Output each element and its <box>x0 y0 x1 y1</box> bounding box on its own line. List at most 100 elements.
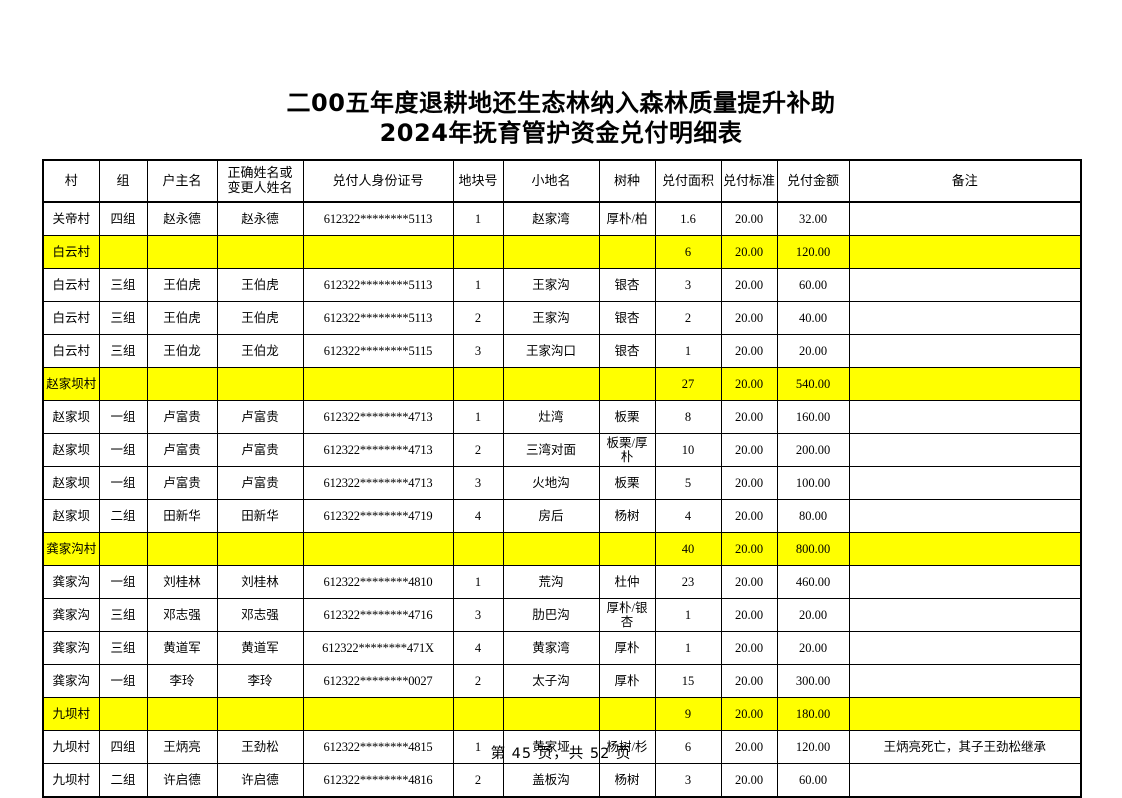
cell-standard: 20.00 <box>720 466 778 500</box>
cell-group: 一组 <box>98 565 148 599</box>
cell-village: 九坝村 <box>42 730 100 764</box>
table-subtotal-row: 白云村 6 20.00 120.00 <box>42 235 1082 269</box>
cell-standard: 20.00 <box>720 763 778 798</box>
cell-area: 1.6 <box>654 201 722 236</box>
cell-amount: 32.00 <box>776 201 850 236</box>
cell-amount: 20.00 <box>776 598 850 632</box>
cell-id-number: 612322********4810 <box>302 565 454 599</box>
cell-area: 3 <box>654 763 722 798</box>
cell-id-number <box>302 235 454 269</box>
cell-owner <box>146 367 218 401</box>
cell-plot-no: 3 <box>452 334 504 368</box>
header-area: 兑付面积 <box>654 159 722 203</box>
cell-village: 龚家沟 <box>42 598 100 632</box>
cell-standard: 20.00 <box>720 631 778 665</box>
cell-standard: 20.00 <box>720 235 778 269</box>
cell-id-number: 612322********471X <box>302 631 454 665</box>
cell-owner <box>146 532 218 566</box>
header-amount: 兑付金额 <box>776 159 850 203</box>
cell-owner: 王伯虎 <box>146 268 218 302</box>
cell-standard: 20.00 <box>720 664 778 698</box>
cell-id-number <box>302 532 454 566</box>
cell-standard: 20.00 <box>720 499 778 533</box>
cell-owner: 赵永德 <box>146 201 218 236</box>
cell-id-number <box>302 697 454 731</box>
cell-plot-no <box>452 367 504 401</box>
cell-id-number: 612322********4713 <box>302 400 454 434</box>
table-body: 关帝村 四组 赵永德 赵永德 612322********5113 1 赵家湾 厚朴/柏 1.6… <box>42 201 1082 798</box>
cell-remark <box>848 565 1082 599</box>
cell-area: 2 <box>654 301 722 335</box>
cell-tree-species: 厚朴 <box>598 664 656 698</box>
cell-plot-no <box>452 532 504 566</box>
cell-village: 九坝村 <box>42 763 100 798</box>
cell-id-number <box>302 367 454 401</box>
cell-area: 40 <box>654 532 722 566</box>
cell-tree-species: 板栗 <box>598 466 656 500</box>
table-row: 赵家坝 一组 卢富贵 卢富贵 612322********4713 3 火地沟 板栗 5 20.0… <box>42 466 1082 500</box>
table-row: 关帝村 四组 赵永德 赵永德 612322********5113 1 赵家湾 厚朴/柏 1.6… <box>42 201 1082 236</box>
table-row: 白云村 三组 王伯虎 王伯虎 612322********5113 2 王家沟 银杏 2 20.0… <box>42 301 1082 335</box>
cell-area: 3 <box>654 268 722 302</box>
cell-place-name: 王家沟 <box>502 268 600 302</box>
cell-plot-no: 3 <box>452 466 504 500</box>
cell-standard: 20.00 <box>720 730 778 764</box>
cell-remark <box>848 201 1082 236</box>
cell-plot-no: 2 <box>452 301 504 335</box>
cell-correct-name: 李玲 <box>216 664 304 698</box>
cell-group: 一组 <box>98 466 148 500</box>
cell-plot-no: 4 <box>452 631 504 665</box>
cell-owner: 卢富贵 <box>146 433 218 467</box>
cell-village: 赵家坝 <box>42 466 100 500</box>
table-row: 龚家沟 一组 李玲 李玲 612322********0027 2 太子沟 厚朴 15 20.00… <box>42 664 1082 698</box>
cell-amount: 160.00 <box>776 400 850 434</box>
cell-amount: 20.00 <box>776 631 850 665</box>
cell-place-name: 房后 <box>502 499 600 533</box>
cell-village: 赵家坝 <box>42 433 100 467</box>
cell-village: 白云村 <box>42 268 100 302</box>
cell-place-name <box>502 367 600 401</box>
cell-tree-species <box>598 532 656 566</box>
cell-amount: 180.00 <box>776 697 850 731</box>
cell-amount: 80.00 <box>776 499 850 533</box>
cell-remark <box>848 763 1082 798</box>
cell-correct-name <box>216 367 304 401</box>
cell-remark <box>848 466 1082 500</box>
cell-owner: 卢富贵 <box>146 400 218 434</box>
cell-correct-name: 黄道军 <box>216 631 304 665</box>
cell-owner <box>146 235 218 269</box>
cell-area: 8 <box>654 400 722 434</box>
cell-amount: 120.00 <box>776 235 850 269</box>
cell-correct-name <box>216 235 304 269</box>
cell-area: 27 <box>654 367 722 401</box>
header-correct-name: 正确姓名或 变更人姓名 <box>216 159 304 203</box>
cell-place-name: 王家沟 <box>502 301 600 335</box>
cell-standard: 20.00 <box>720 697 778 731</box>
cell-village: 赵家坝村 <box>42 367 100 401</box>
cell-amount: 60.00 <box>776 763 850 798</box>
cell-standard: 20.00 <box>720 598 778 632</box>
cell-area: 1 <box>654 598 722 632</box>
cell-plot-no: 1 <box>452 565 504 599</box>
cell-group: 一组 <box>98 433 148 467</box>
cell-village: 九坝村 <box>42 697 100 731</box>
document-title: 二00五年度退耕地还生态林纳入森林质量提升补助 2024年抚育管护资金兑付明细表 <box>0 0 1122 148</box>
cell-village: 赵家坝 <box>42 499 100 533</box>
cell-village: 白云村 <box>42 235 100 269</box>
cell-group: 二组 <box>98 763 148 798</box>
cell-id-number: 612322********5115 <box>302 334 454 368</box>
table-row: 龚家沟 三组 邓志强 邓志强 612322********4716 3 肋巴沟 厚朴/银杏 1 2… <box>42 598 1082 632</box>
header-standard: 兑付标准 <box>720 159 778 203</box>
cell-amount: 20.00 <box>776 334 850 368</box>
cell-id-number: 612322********5113 <box>302 268 454 302</box>
cell-amount: 460.00 <box>776 565 850 599</box>
table-row: 九坝村 四组 王炳亮 王劲松 612322********4815 1 黄家垭 杨树/杉 6 20… <box>42 730 1082 764</box>
header-correct-name-line1: 正确姓名或 <box>227 165 293 181</box>
cell-correct-name <box>216 697 304 731</box>
cell-amount: 540.00 <box>776 367 850 401</box>
cell-owner: 田新华 <box>146 499 218 533</box>
cell-remark <box>848 598 1082 632</box>
cell-area: 6 <box>654 235 722 269</box>
cell-group: 三组 <box>98 334 148 368</box>
cell-group: 三组 <box>98 631 148 665</box>
